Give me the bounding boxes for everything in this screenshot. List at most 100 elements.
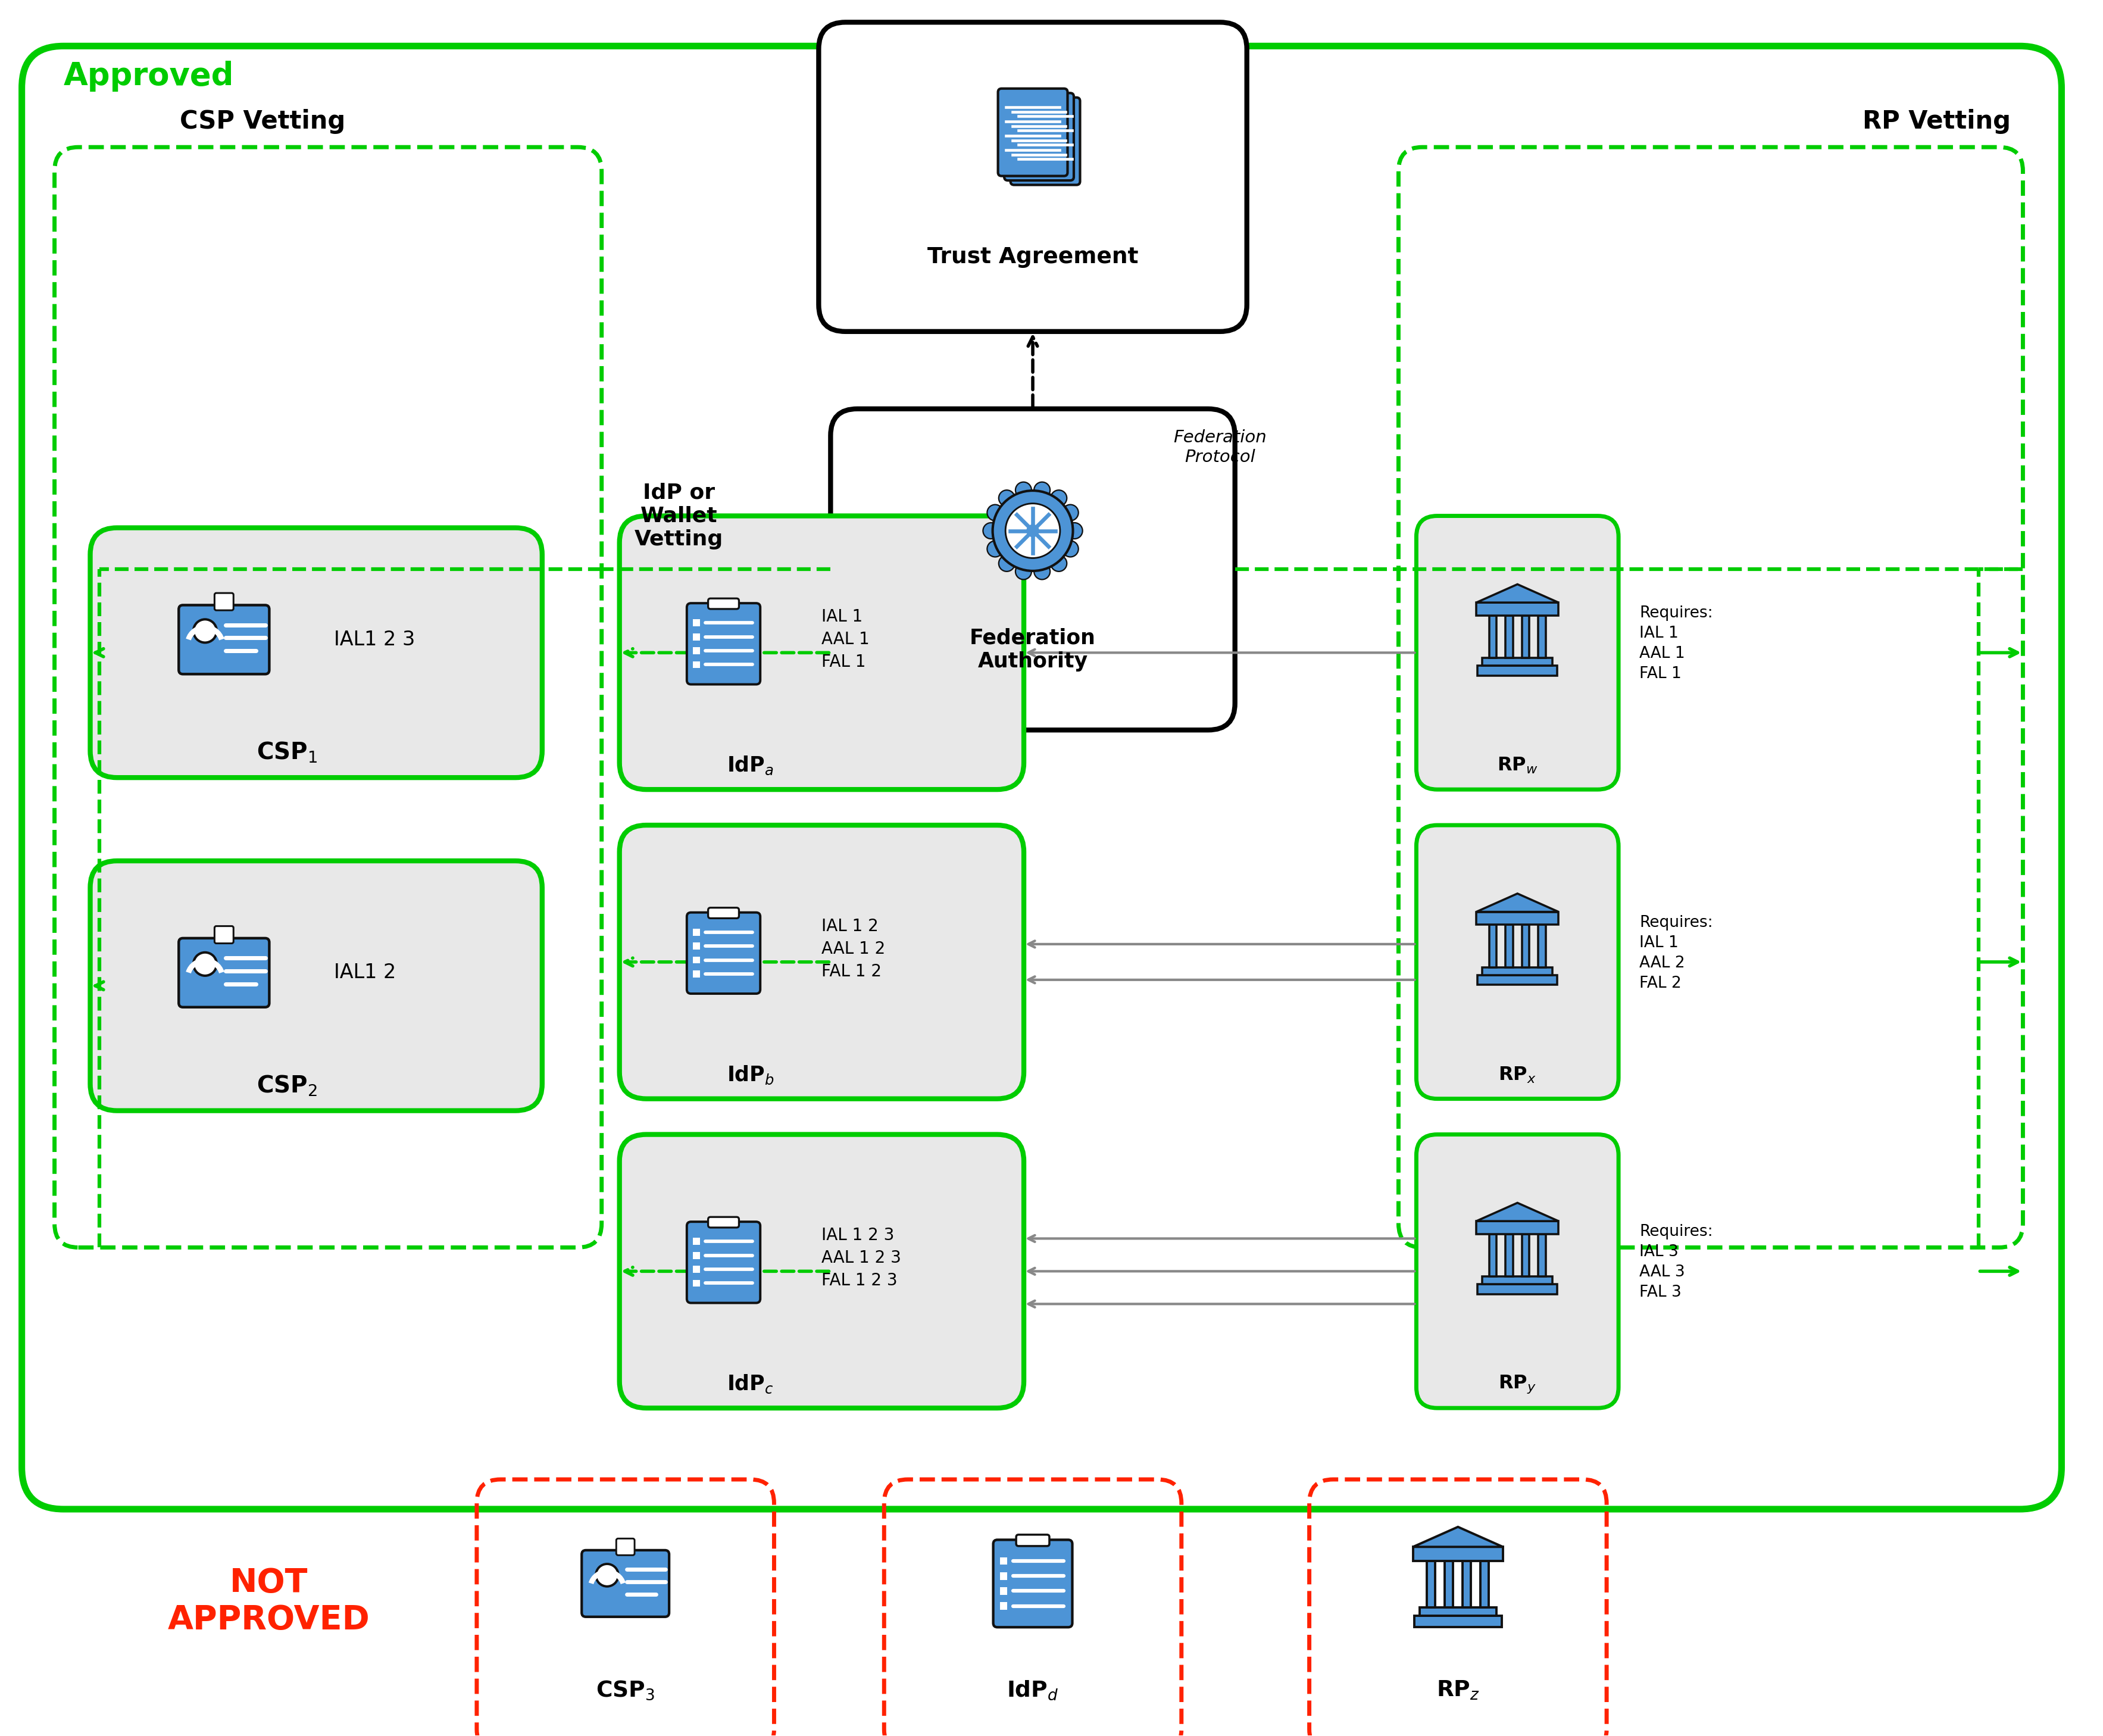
Bar — [1523, 925, 1529, 967]
Bar — [694, 634, 700, 641]
FancyBboxPatch shape — [709, 1217, 738, 1227]
Circle shape — [1052, 556, 1066, 571]
FancyBboxPatch shape — [1016, 1535, 1049, 1547]
Bar — [694, 943, 700, 950]
Text: CSP$_3$: CSP$_3$ — [595, 1679, 654, 1701]
Circle shape — [1062, 542, 1079, 557]
FancyBboxPatch shape — [616, 1538, 635, 1555]
FancyBboxPatch shape — [818, 23, 1247, 332]
FancyBboxPatch shape — [1415, 825, 1619, 1099]
FancyBboxPatch shape — [1415, 516, 1619, 790]
FancyBboxPatch shape — [179, 606, 269, 674]
Bar — [1413, 1547, 1504, 1561]
Bar — [999, 1587, 1007, 1595]
Bar — [999, 1557, 1007, 1564]
Bar — [1523, 616, 1529, 658]
FancyBboxPatch shape — [688, 1222, 761, 1304]
FancyBboxPatch shape — [21, 47, 2061, 1509]
Text: RP$_{x}$: RP$_{x}$ — [1499, 1066, 1537, 1085]
Circle shape — [193, 953, 217, 976]
Text: CSP$_1$: CSP$_1$ — [257, 741, 318, 764]
Bar — [1476, 911, 1558, 925]
Text: IAL 1 2
AAL 1 2
FAL 1 2: IAL 1 2 AAL 1 2 FAL 1 2 — [822, 918, 885, 979]
Bar — [1537, 616, 1546, 658]
Circle shape — [1005, 503, 1060, 557]
Circle shape — [999, 556, 1016, 571]
Text: IAL1 2 3: IAL1 2 3 — [334, 630, 414, 649]
Bar — [999, 1573, 1007, 1580]
Text: CSP$_2$: CSP$_2$ — [257, 1073, 318, 1097]
Bar — [1481, 1561, 1489, 1608]
Bar — [1476, 1220, 1558, 1234]
Polygon shape — [1413, 1528, 1504, 1547]
Text: IAL1 2: IAL1 2 — [334, 963, 395, 983]
Bar — [694, 648, 700, 654]
FancyBboxPatch shape — [583, 1550, 669, 1616]
Bar — [1413, 1616, 1502, 1627]
Circle shape — [1016, 564, 1030, 580]
FancyBboxPatch shape — [1415, 1134, 1619, 1408]
Bar — [1428, 1561, 1434, 1608]
Circle shape — [999, 490, 1016, 507]
Bar — [694, 1279, 700, 1286]
Bar — [1537, 1234, 1546, 1276]
FancyBboxPatch shape — [688, 602, 761, 684]
Bar — [1478, 976, 1558, 984]
FancyBboxPatch shape — [215, 594, 233, 611]
Bar — [1476, 602, 1558, 616]
Bar — [1506, 1234, 1512, 1276]
Circle shape — [1026, 524, 1039, 536]
Circle shape — [1052, 490, 1066, 507]
FancyBboxPatch shape — [1005, 94, 1075, 181]
FancyBboxPatch shape — [831, 410, 1234, 731]
Text: RP Vetting: RP Vetting — [1863, 109, 2010, 134]
Text: IdP$_{b}$: IdP$_{b}$ — [726, 1064, 774, 1085]
Text: Approved: Approved — [63, 61, 233, 92]
Polygon shape — [1476, 585, 1558, 602]
Bar — [1489, 616, 1497, 658]
Circle shape — [595, 1564, 618, 1587]
FancyBboxPatch shape — [1009, 97, 1081, 186]
Text: CSP Vetting: CSP Vetting — [179, 109, 345, 134]
Bar — [694, 1252, 700, 1259]
Circle shape — [982, 523, 999, 538]
Circle shape — [1035, 564, 1049, 580]
Bar — [1478, 665, 1558, 675]
FancyBboxPatch shape — [179, 937, 269, 1007]
FancyBboxPatch shape — [709, 908, 738, 918]
Text: IAL 1
AAL 1
FAL 1: IAL 1 AAL 1 FAL 1 — [822, 609, 871, 670]
Circle shape — [1066, 523, 1083, 538]
Circle shape — [1062, 505, 1079, 521]
Text: NOT
APPROVED: NOT APPROVED — [168, 1566, 370, 1635]
Text: Federation
Authority: Federation Authority — [969, 628, 1096, 672]
Text: Requires:
IAL 3
AAL 3
FAL 3: Requires: IAL 3 AAL 3 FAL 3 — [1640, 1224, 1714, 1300]
Text: IdP$_{a}$: IdP$_{a}$ — [728, 755, 774, 776]
Bar — [1537, 925, 1546, 967]
Bar — [694, 970, 700, 977]
Polygon shape — [1476, 1203, 1558, 1220]
Bar — [1483, 1276, 1552, 1285]
Text: IdP$_d$: IdP$_d$ — [1007, 1679, 1058, 1701]
Text: RP$_z$: RP$_z$ — [1436, 1679, 1481, 1701]
Circle shape — [193, 620, 217, 642]
Bar — [1489, 1234, 1497, 1276]
Circle shape — [986, 505, 1003, 521]
Text: IdP$_{c}$: IdP$_{c}$ — [728, 1373, 774, 1396]
Circle shape — [1035, 483, 1049, 498]
Text: Federation
Protocol: Federation Protocol — [1173, 429, 1266, 465]
Polygon shape — [1476, 894, 1558, 911]
Bar — [1478, 1285, 1558, 1293]
Text: Requires:
IAL 1
AAL 2
FAL 2: Requires: IAL 1 AAL 2 FAL 2 — [1640, 915, 1714, 991]
Bar — [1523, 1234, 1529, 1276]
FancyBboxPatch shape — [620, 1134, 1024, 1408]
FancyBboxPatch shape — [215, 925, 233, 943]
Text: IdP or
Wallet
Vetting: IdP or Wallet Vetting — [635, 483, 723, 550]
Text: RP$_{w}$: RP$_{w}$ — [1497, 757, 1537, 776]
Text: IAL 1 2 3
AAL 1 2 3
FAL 1 2 3: IAL 1 2 3 AAL 1 2 3 FAL 1 2 3 — [822, 1227, 902, 1290]
FancyBboxPatch shape — [90, 528, 543, 778]
FancyBboxPatch shape — [999, 89, 1068, 175]
Bar — [999, 1602, 1007, 1609]
Bar — [1420, 1608, 1495, 1616]
Bar — [694, 957, 700, 963]
Text: RP$_{y}$: RP$_{y}$ — [1499, 1373, 1537, 1394]
